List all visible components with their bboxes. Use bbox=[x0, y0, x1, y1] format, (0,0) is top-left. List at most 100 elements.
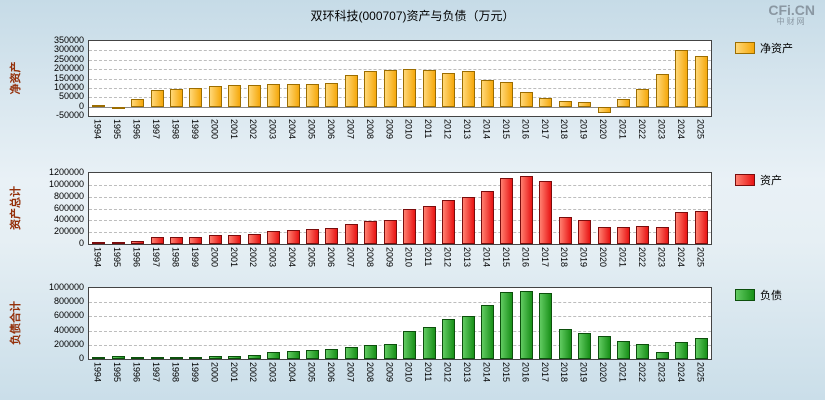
x-tick-label: 2007 bbox=[345, 362, 356, 383]
bar-净资产-2024 bbox=[675, 50, 689, 107]
x-tick-label: 2014 bbox=[481, 247, 492, 268]
bar-负债合计-1997 bbox=[150, 356, 164, 359]
x-tick-label: 2005 bbox=[306, 362, 317, 383]
bar-负债合计-2004 bbox=[286, 351, 300, 359]
x-tick-label: 2003 bbox=[267, 362, 278, 383]
y-axis-title-净资产: 净资产 bbox=[10, 61, 22, 94]
x-tick-label: 1999 bbox=[189, 362, 200, 383]
x-tick-label: 2021 bbox=[617, 119, 628, 140]
bar-负债合计-2023 bbox=[655, 351, 669, 359]
x-tick-label: 2017 bbox=[539, 362, 550, 383]
y-axis-title-负债合计: 负债合计 bbox=[10, 300, 22, 345]
x-tick-label: 2016 bbox=[520, 362, 531, 383]
bar-负债合计-2001 bbox=[228, 355, 242, 359]
x-tick-label: 2006 bbox=[325, 362, 336, 383]
x-tick-label: 2016 bbox=[520, 247, 531, 268]
bar-资产总计-2004 bbox=[286, 230, 300, 244]
y-tick-label: 400000 bbox=[53, 214, 84, 225]
bar-净资产-2001 bbox=[228, 85, 242, 107]
x-tick-label: 2023 bbox=[656, 362, 667, 383]
x-tick-label: 2002 bbox=[248, 362, 259, 383]
legend-swatch-资产总计 bbox=[735, 174, 755, 186]
legend-资产总计: 资产 bbox=[735, 172, 782, 188]
gridline bbox=[89, 184, 711, 186]
bar-负债合计-2016 bbox=[519, 290, 533, 359]
x-tick-label: 2002 bbox=[248, 247, 259, 268]
bar-负债合计-2018 bbox=[558, 329, 572, 359]
bar-负债合计-2022 bbox=[636, 344, 650, 359]
x-tick-label: 2007 bbox=[345, 247, 356, 268]
x-tick-label: 2021 bbox=[617, 362, 628, 383]
bar-资产总计-2017 bbox=[539, 181, 553, 244]
x-tick-label: 2018 bbox=[559, 362, 570, 383]
x-tick-label: 2002 bbox=[248, 119, 259, 140]
x-tick-label: 2017 bbox=[539, 247, 550, 268]
bar-负债合计-1995 bbox=[111, 356, 125, 359]
legend-swatch-净资产 bbox=[735, 42, 755, 54]
x-tick-label: 2000 bbox=[209, 119, 220, 140]
bar-负债合计-1999 bbox=[189, 356, 203, 359]
x-tick-label: 2004 bbox=[287, 362, 298, 383]
y-tick-label: 1200000 bbox=[48, 167, 84, 177]
bar-资产总计-2022 bbox=[636, 226, 650, 244]
bar-净资产-2014 bbox=[480, 80, 494, 107]
x-tick-label: 2000 bbox=[209, 362, 220, 383]
x-tick-label: 2025 bbox=[695, 119, 706, 140]
y-tick-label: 200000 bbox=[53, 63, 84, 74]
x-tick-label: 2010 bbox=[403, 362, 414, 383]
gridline bbox=[89, 208, 711, 210]
bar-资产总计-2013 bbox=[461, 197, 475, 244]
bar-净资产-2012 bbox=[442, 72, 456, 107]
bar-资产总计-2006 bbox=[325, 228, 339, 244]
x-tick-label: 2012 bbox=[442, 119, 453, 140]
x-tick-label: 1997 bbox=[151, 247, 162, 268]
x-tick-label: 2020 bbox=[598, 119, 609, 140]
x-tick-label: 2015 bbox=[500, 247, 511, 268]
x-tick-label: 2025 bbox=[695, 247, 706, 268]
plot-area-负债合计 bbox=[88, 287, 712, 360]
x-tick-label: 2022 bbox=[636, 247, 647, 268]
x-tick-label: 2023 bbox=[656, 119, 667, 140]
x-tick-label: 2020 bbox=[598, 247, 609, 268]
x-tick-label: 2022 bbox=[636, 119, 647, 140]
y-tick-label: 150000 bbox=[53, 72, 84, 83]
x-tick-label: 1994 bbox=[92, 119, 103, 140]
gridline bbox=[89, 330, 711, 332]
x-tick-label: 1998 bbox=[170, 119, 181, 140]
bar-资产总计-2005 bbox=[306, 228, 320, 244]
x-tick-label: 1999 bbox=[189, 247, 200, 268]
x-tick-label: 2024 bbox=[675, 119, 686, 140]
x-tick-label: 2008 bbox=[364, 119, 375, 140]
x-tick-label: 2013 bbox=[462, 362, 473, 383]
x-tick-label: 2004 bbox=[287, 247, 298, 268]
bar-净资产-2023 bbox=[655, 73, 669, 107]
y-tick-label: 250000 bbox=[53, 53, 84, 64]
x-tick-label: 2022 bbox=[636, 362, 647, 383]
bar-负债合计-2017 bbox=[539, 292, 553, 359]
bar-资产总计-1995 bbox=[111, 241, 125, 244]
x-tick-label: 2019 bbox=[578, 247, 589, 268]
bar-资产总计-1998 bbox=[169, 237, 183, 244]
x-tick-label: 2008 bbox=[364, 247, 375, 268]
x-tick-label: 2011 bbox=[423, 247, 434, 267]
plot-area-资产总计 bbox=[88, 172, 712, 245]
x-tick-label: 1997 bbox=[151, 119, 162, 140]
bar-资产总计-2011 bbox=[422, 206, 436, 244]
bar-负债合计-2019 bbox=[578, 332, 592, 359]
y-tick-label: 400000 bbox=[53, 324, 84, 335]
bar-负债合计-2003 bbox=[267, 352, 281, 359]
y-tick-label: 200000 bbox=[53, 226, 84, 237]
bar-净资产-2004 bbox=[286, 83, 300, 107]
y-tick-label: 1000000 bbox=[48, 178, 84, 189]
bar-资产总计-2019 bbox=[578, 220, 592, 244]
gridline bbox=[89, 344, 711, 346]
x-tick-label: 1996 bbox=[131, 119, 142, 140]
gridline bbox=[89, 220, 711, 222]
x-tick-label: 2001 bbox=[228, 362, 239, 383]
bar-净资产-2016 bbox=[519, 91, 533, 107]
x-tick-label: 2025 bbox=[695, 362, 706, 383]
x-tick-label: 2024 bbox=[675, 362, 686, 383]
x-tick-label: 1996 bbox=[131, 247, 142, 268]
bar-负债合计-2000 bbox=[208, 356, 222, 359]
gridline bbox=[89, 97, 711, 99]
